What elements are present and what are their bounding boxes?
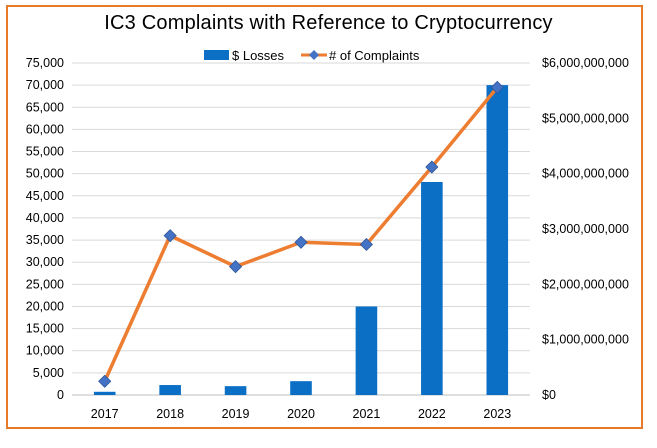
right-axis-tick-label: $5,000,000,000 [542, 111, 629, 125]
point-marker [359, 237, 373, 252]
chart-frame [6, 5, 643, 429]
x-axis-tick-label: 2018 [156, 407, 184, 421]
right-axis-tick-label: $6,000,000,000 [542, 56, 629, 70]
legend-label-losses: $ Losses [232, 48, 285, 63]
right-axis-tick-label: $1,000,000,000 [542, 333, 629, 347]
left-axis-tick-label: 70,000 [26, 78, 64, 92]
x-axis-tick-label: 2019 [222, 407, 250, 421]
bar [421, 181, 443, 395]
right-axis-tick-label: $3,000,000,000 [542, 222, 629, 236]
left-axis-tick-label: 15,000 [26, 322, 64, 336]
x-axis-tick-label: 2020 [287, 407, 315, 421]
left-axis-tick-label: 45,000 [26, 189, 64, 203]
bar-series [93, 85, 509, 395]
x-axis-tick-label: 2022 [418, 407, 446, 421]
x-axis-tick-label: 2017 [91, 407, 119, 421]
right-axis-tick-label: $0 [542, 388, 556, 402]
line-series [98, 80, 504, 388]
point-marker [490, 80, 504, 94]
left-axis-tick-label: 35,000 [26, 233, 64, 247]
x-axis-tick-label: 2021 [353, 407, 381, 421]
bar [486, 85, 509, 395]
legend-swatch-complaints-marker [309, 50, 319, 60]
right-axis: $0 $1,000,000,000 $2,000,000,000 $3,000,000… [542, 56, 629, 402]
legend: $ Losses # of Complaints [204, 48, 420, 63]
point-marker [98, 374, 112, 388]
left-axis-tick-label: 5,000 [33, 366, 64, 380]
bar [159, 385, 181, 395]
right-axis-tick-label: $2,000,000,000 [542, 277, 629, 291]
bar [93, 391, 116, 395]
point-marker [229, 260, 243, 274]
gridlines [72, 62, 530, 396]
right-axis-tick-label: $4,000,000,000 [542, 167, 629, 181]
left-axis-tick-label: 30,000 [26, 255, 64, 269]
point-marker [425, 160, 439, 174]
left-axis-tick-label: 25,000 [26, 277, 64, 291]
left-axis-tick-label: 10,000 [26, 344, 64, 358]
left-axis-tick-label: 50,000 [26, 167, 64, 181]
legend-label-complaints: # of Complaints [329, 48, 420, 63]
left-axis-tick-label: 75,000 [26, 56, 64, 70]
left-axis-tick-label: 55,000 [26, 145, 64, 159]
left-axis-tick-label: 0 [57, 388, 64, 402]
legend-swatch-losses [204, 50, 229, 60]
bar [290, 381, 312, 395]
left-axis-tick-label: 65,000 [26, 100, 64, 114]
left-axis-tick-label: 20,000 [26, 299, 64, 313]
x-axis: 2017 2018 2019 2020 2021 2022 2023 [91, 407, 511, 421]
left-axis-tick-label: 60,000 [26, 122, 64, 136]
left-axis-tick-label: 40,000 [26, 211, 64, 225]
x-axis-tick-label: 2023 [483, 407, 511, 421]
point-marker [163, 229, 177, 243]
chart-title: IC3 Complaints with Reference to Cryptoc… [104, 12, 553, 34]
left-axis: 0 5,000 10,000 15,000 20,000 25,000 30,000 35,0… [26, 56, 64, 402]
point-marker [294, 235, 308, 249]
bar [355, 306, 378, 395]
bar [224, 386, 247, 395]
